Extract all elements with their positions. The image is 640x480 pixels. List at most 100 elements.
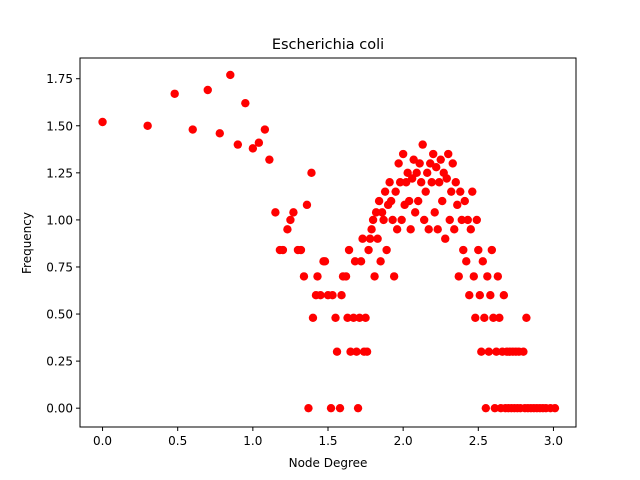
data-point [397,215,406,225]
data-point [429,149,438,159]
data-point [368,215,378,225]
data-point [215,129,224,138]
data-point [352,347,361,356]
data-point [389,272,399,281]
data-point [398,149,408,159]
data-point [254,138,264,147]
y-axis: 0.00 0.25 0.50 0.75 1.00 1.25 1.50 1.75 [46,72,80,416]
data-point [170,89,179,98]
data-point [471,313,480,323]
data-point [410,208,420,217]
data-point [302,200,312,210]
data-point [241,98,250,108]
data-point [421,187,430,196]
data-point [271,208,280,217]
data-point [404,196,414,206]
data-point [426,159,435,168]
data-point [474,245,483,255]
data-point [468,187,477,196]
x-tick-label: 2.0 [394,434,413,448]
x-axis: 0.0 0.5 1.0 1.5 2.0 2.5 3.0 [93,427,563,448]
data-point [320,257,330,266]
data-point [377,208,387,217]
data-point [233,140,243,149]
data-point [278,245,288,255]
data-point [331,313,340,323]
data-point [462,257,471,266]
data-point [388,215,397,225]
data-point [98,117,107,127]
y-axis-label: Frequency [20,212,34,274]
data-point [350,257,360,266]
data-point [379,215,388,225]
data-point [361,313,370,323]
x-axis-label: Node Degree [289,456,368,470]
data-point [365,234,375,243]
y-tick-label: 0.00 [46,402,73,416]
data-point [478,257,488,266]
data-point [487,245,497,255]
data-point [413,196,423,206]
data-point [203,85,212,95]
data-point [296,245,306,255]
data-point [475,291,485,300]
data-point [424,225,433,234]
data-point [423,168,432,178]
data-point [419,215,429,225]
data-point [283,225,292,234]
data-point [466,225,475,234]
data-point [457,215,466,225]
data-point [386,196,396,206]
data-point [460,196,469,206]
data-point [427,178,436,187]
data-point [450,225,459,234]
x-tick-label: 1.5 [318,434,337,448]
y-tick-label: 0.75 [46,260,73,274]
data-point [406,225,415,234]
data-point [489,313,498,323]
y-tick-label: 1.25 [46,166,73,180]
data-point [451,178,460,187]
data-point [316,291,325,300]
data-point [349,313,358,323]
data-point [436,155,445,164]
data-point [343,313,352,323]
data-point [412,168,421,178]
y-tick-label: 1.00 [46,213,73,227]
data-point [454,272,463,281]
data-point [374,196,384,206]
data-point [304,403,313,413]
data-point [226,70,235,80]
x-tick-label: 3.0 [544,434,563,448]
data-point [481,403,491,413]
data-point [430,208,439,217]
data-point [433,225,442,234]
data-point [435,178,444,187]
data-point [385,178,394,187]
data-point [493,272,503,281]
data-point [490,403,500,413]
data-point [188,125,197,134]
data-point [289,208,298,217]
data-point [358,234,367,243]
data-point [416,178,426,187]
y-tick-label: 0.25 [46,355,73,369]
data-point [401,178,411,187]
data-point [299,272,309,281]
data-point [362,347,372,356]
data-point [326,403,336,413]
data-point [248,144,258,153]
data-point [445,215,454,225]
data-point [492,347,501,356]
x-tick-label: 1.0 [243,434,262,448]
data-point [418,140,427,149]
data-point [337,291,346,300]
data-point [453,200,462,210]
data-point [392,225,402,234]
data-point [313,272,322,281]
data-point [328,291,337,300]
data-point [394,159,403,168]
data-point [335,403,345,413]
data-point [483,272,492,281]
data-point [373,234,382,243]
